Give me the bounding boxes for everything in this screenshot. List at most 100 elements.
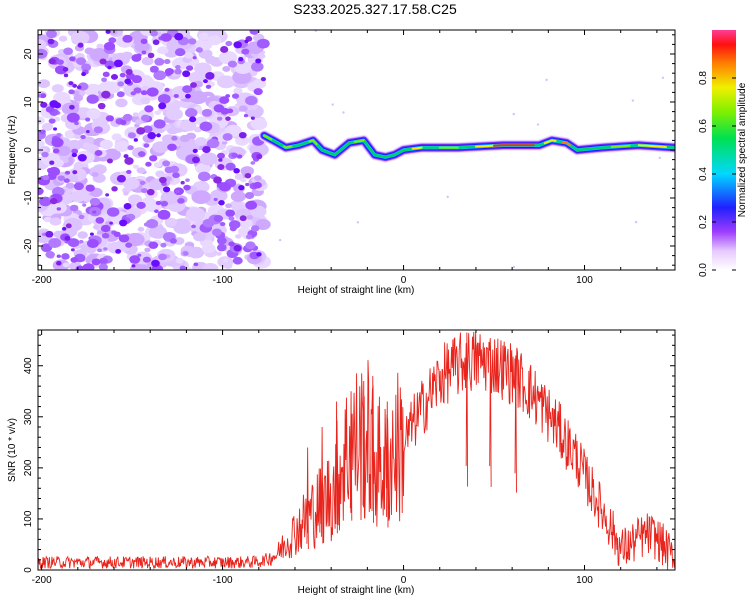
noise-blob: [233, 244, 242, 252]
spectrogram-x-label: Height of straight line (km): [298, 285, 415, 296]
noise-blob: [75, 57, 87, 66]
noise-blob: [40, 101, 48, 108]
noise-blob: [198, 32, 210, 41]
noise-blob: [117, 81, 125, 87]
noise-blob: [104, 60, 115, 69]
noise-blob: [173, 218, 191, 231]
noise-blob: [186, 267, 193, 270]
noise-blob: [222, 65, 231, 72]
noise-blob: [179, 119, 197, 132]
noise-blob: [154, 209, 159, 214]
spectrogram-y-ticks: -20 -10 0 10 20: [23, 34, 675, 266]
noise-blob: [260, 77, 266, 82]
noise-blob: [658, 156, 661, 160]
colorbar-tick-label: 0.6: [698, 119, 709, 133]
noise-blob: [161, 134, 175, 144]
noise-blob: [213, 197, 218, 202]
noise-blob: [203, 79, 208, 84]
y-tick-label: -20: [23, 238, 34, 253]
noise-blob: [66, 112, 80, 123]
noise-blob: [53, 127, 58, 131]
noise-blob: [142, 256, 151, 263]
noise-blob: [149, 65, 159, 73]
noise-blob: [512, 265, 516, 269]
noise-blob: [162, 186, 171, 193]
noise-blob: [67, 139, 83, 151]
noise-blob: [41, 232, 47, 237]
noise-blob: [146, 87, 159, 97]
noise-blob: [356, 221, 360, 224]
noise-blob: [155, 170, 165, 178]
noise-blob: [174, 68, 182, 75]
noise-blob: [97, 102, 106, 110]
noise-blob: [49, 217, 62, 226]
noise-blob: [154, 110, 162, 116]
noise-blob: [342, 111, 345, 114]
x-tick-label: 0: [401, 575, 407, 586]
noise-blob: [219, 96, 230, 104]
noise-blob: [39, 196, 52, 207]
noise-blob: [184, 52, 194, 59]
snr-line: [38, 331, 675, 570]
noise-blob: [73, 94, 84, 102]
noise-blob: [86, 238, 99, 248]
noise-blob: [245, 200, 258, 210]
noise-blob: [218, 200, 225, 206]
noise-blob: [225, 40, 233, 47]
noise-blob: [98, 81, 117, 94]
noise-blob: [228, 241, 235, 247]
noise-blob: [225, 209, 236, 217]
noise-blob: [253, 181, 262, 189]
noise-blob: [56, 133, 62, 137]
noise-blob: [130, 91, 136, 96]
colorbar-tick-label: 0.2: [698, 215, 709, 229]
noise-blob: [68, 89, 75, 95]
noise-blob: [156, 133, 161, 138]
noise-blob: [89, 232, 94, 236]
noise-blob: [143, 222, 150, 227]
noise-blob: [256, 252, 262, 257]
signal-hotspot: [543, 139, 557, 145]
noise-blob: [172, 172, 180, 179]
noise-blob: [99, 257, 108, 265]
spectrogram-y-label: Frequency (Hz): [7, 116, 18, 185]
noise-blob: [99, 139, 113, 150]
noise-blob: [70, 30, 90, 45]
noise-blob: [42, 174, 50, 181]
noise-blob: [238, 131, 247, 139]
noise-blob: [70, 257, 78, 263]
noise-blob: [108, 37, 117, 44]
noise-blob: [45, 230, 54, 238]
noise-blob: [151, 259, 160, 267]
noise-blob: [114, 140, 130, 152]
x-tick-label: 100: [576, 275, 593, 286]
noise-blob: [182, 251, 189, 256]
noise-blob: [98, 263, 108, 270]
noise-blob: [73, 182, 84, 191]
colorbar-tick-label: 0.0: [698, 263, 709, 277]
noise-blob: [145, 218, 159, 229]
noise-blob: [115, 98, 128, 108]
noise-blob: [71, 148, 79, 154]
noise-blob: [536, 123, 540, 126]
noise-blob: [65, 170, 71, 175]
noise-blob: [185, 108, 198, 118]
noise-blob: [233, 60, 253, 74]
noise-blob: [41, 151, 49, 158]
colorbar-gradient: [712, 30, 736, 270]
noise-blob: [228, 220, 241, 229]
noise-blob: [92, 210, 97, 214]
noise-blob: [253, 88, 263, 96]
noise-blob: [127, 132, 136, 139]
snr-x-label: Height of straight line (km): [298, 585, 415, 596]
noise-blob: [244, 39, 249, 44]
noise-blob: [42, 122, 54, 131]
noise-blob: [192, 56, 197, 60]
noise-blob: [124, 78, 132, 85]
noise-blob: [240, 166, 254, 176]
noise-blob: [188, 90, 208, 105]
noise-blob: [38, 187, 44, 196]
x-tick-label: 100: [576, 575, 593, 586]
noise-blob: [175, 64, 181, 70]
